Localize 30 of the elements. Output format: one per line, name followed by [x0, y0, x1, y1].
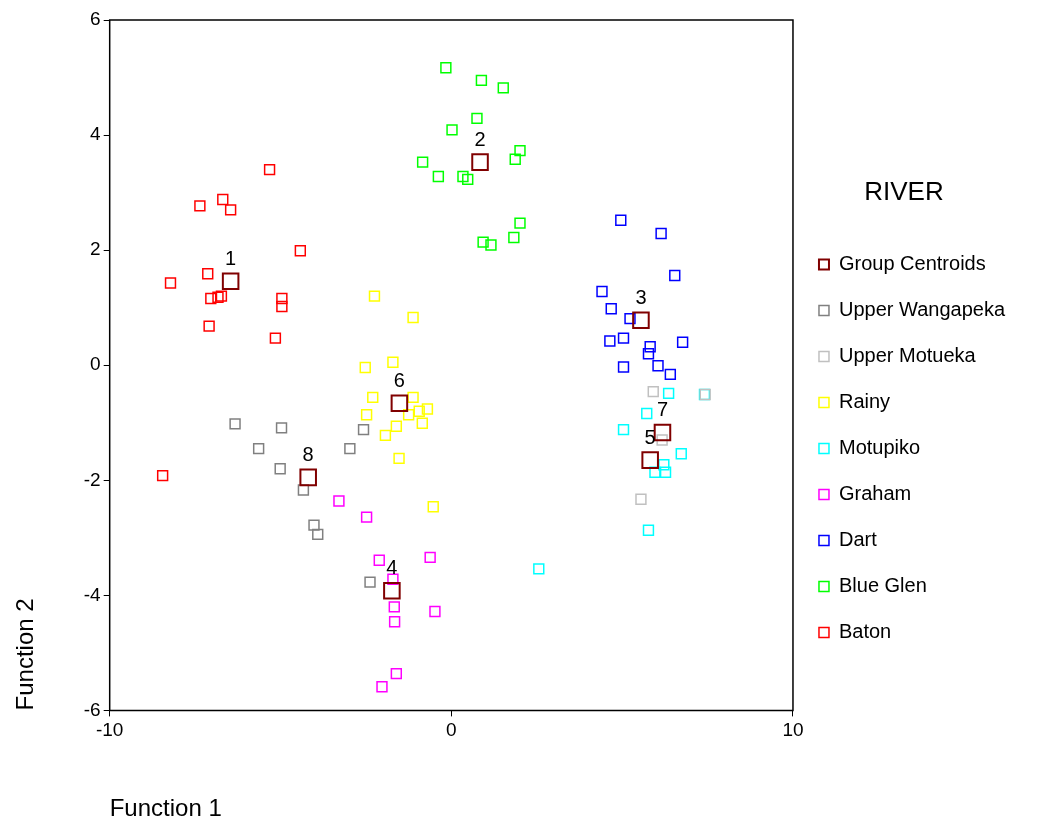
x-axis-title: Function 1	[109, 794, 222, 822]
y-tick-label: 0	[90, 353, 101, 375]
annotation: 6	[393, 368, 405, 391]
x-tick-label: -10	[95, 719, 124, 741]
legend-label: Group Centroids	[838, 252, 986, 275]
annotation: 2	[474, 127, 486, 150]
annotation: 8	[302, 442, 314, 465]
annotation: 5	[644, 425, 656, 448]
legend-label: Upper Motueka	[838, 344, 977, 367]
y-tick-label: -4	[83, 583, 102, 605]
annotation: 4	[386, 556, 398, 579]
x-tick-label: 10	[782, 719, 804, 741]
legend-label: Graham	[838, 482, 912, 505]
y-axis-title: Function 2	[11, 598, 39, 711]
legend-label: Upper Wangapeka	[838, 298, 1006, 321]
legend-label: Baton	[838, 620, 892, 643]
annotation: 1	[225, 246, 237, 269]
x-tick-label: 0	[446, 719, 457, 741]
legend-title: RIVER	[864, 175, 944, 206]
y-tick-label: -2	[83, 468, 101, 490]
annotation: 7	[656, 398, 669, 421]
legend-label: Blue Glen	[838, 574, 927, 597]
legend-label: Motupiko	[838, 436, 921, 459]
y-tick-label: -6	[83, 698, 101, 720]
legend-label: Dart	[838, 528, 878, 551]
y-tick-label: 2	[90, 238, 101, 260]
annotation: 3	[635, 285, 647, 308]
y-tick-label: 4	[90, 123, 102, 145]
legend-label: Rainy	[838, 390, 891, 413]
y-tick-label: 6	[90, 8, 101, 30]
